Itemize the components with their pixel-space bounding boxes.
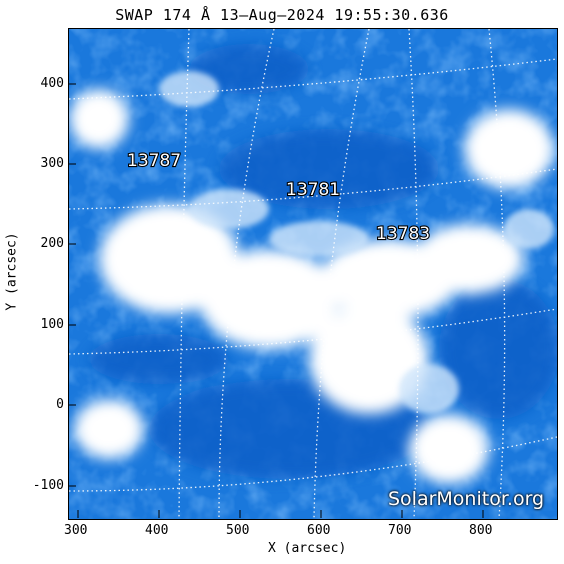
heliographic-grid [69,29,557,519]
x-tick-label: 700 [388,523,412,538]
x-tick-label: 600 [307,523,331,538]
watermark: SolarMonitor.org [388,488,545,510]
y-tick-label: 200 [40,236,64,251]
y-axis-title: Y (arcsec) [4,232,20,311]
y-tick-label: -100 [32,478,64,493]
x-tick-label: 800 [469,523,493,538]
y-tick-label: 0 [56,397,64,412]
x-tick-label: 400 [145,523,169,538]
solar-image: 13787 13781 13783 [68,28,558,520]
image-title: SWAP 174 Å 13–Aug–2024 19:55:30.636 [115,6,449,24]
region-label-13781: 13781 [286,180,340,200]
region-label-13787: 13787 [127,151,181,171]
x-tick-label: 300 [64,523,88,538]
x-axis-title: X (arcsec) [268,541,347,556]
euv-image-canvas: 13787 13781 13783 [69,29,557,519]
region-labels: 13787 13781 13783 [126,150,431,245]
y-tick-label: 400 [40,76,64,91]
x-tick-label: 500 [226,523,250,538]
y-tick-label: 100 [40,317,64,332]
region-label-13783: 13783 [376,224,430,244]
y-tick-label: 300 [40,156,64,171]
